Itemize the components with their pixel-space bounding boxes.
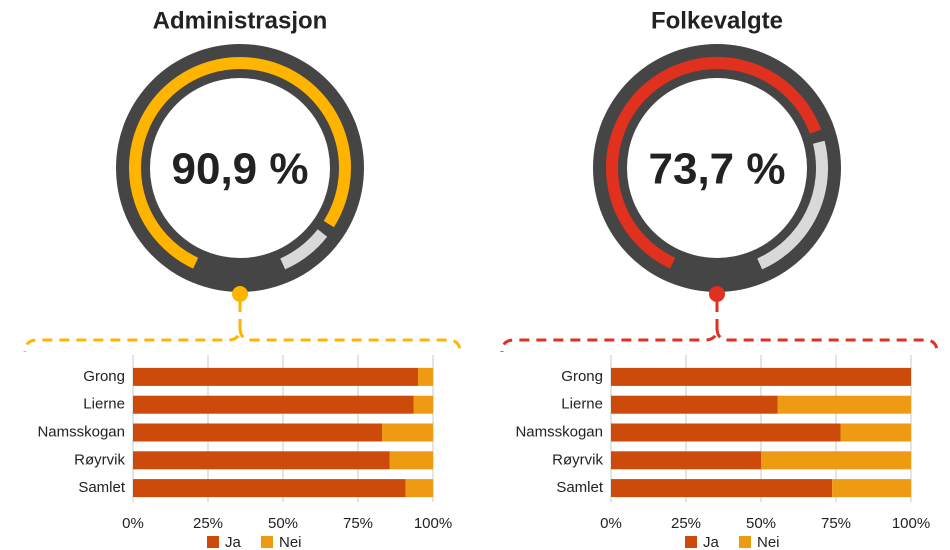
x-tick-label: 0% [600,515,622,532]
bar-segment [405,479,433,498]
bar-segment [133,395,414,414]
bar-segment [611,479,833,498]
bar-segment [133,423,382,442]
connector-dot [709,286,725,302]
bar-segment [761,451,911,470]
bar-segment [611,395,778,414]
legend-label: Nei [757,534,780,550]
bar-segment [133,479,406,498]
y-tick-label: Grong [561,368,603,385]
y-tick-label: Lierne [561,396,603,413]
gauge-face [150,78,330,258]
x-tick-label: 75% [343,515,373,532]
y-tick-label: Røyrvik [74,451,125,468]
gauge-title: Administrasjon [153,7,328,34]
gauge-remainder [757,140,828,270]
bracket [500,302,719,353]
bar-segment [611,423,841,442]
bracket [23,302,242,353]
bar-segment [418,367,433,386]
gauge-value: 90,9 % [172,145,309,194]
legend-swatch [261,536,273,548]
x-tick-label: 0% [122,515,144,532]
bar-segment [382,423,433,442]
x-tick-label: 50% [746,515,776,532]
x-tick-label: 25% [671,515,701,532]
x-tick-label: 100% [414,515,452,532]
bar-segment [611,367,911,386]
bar-segment [389,451,433,470]
bracket [238,327,462,353]
connector-dot [232,286,248,302]
bar-segment [133,451,390,470]
bar-segment [777,395,911,414]
gauge-value: 73,7 % [649,145,786,194]
gauge-remainder [280,229,328,270]
x-tick-label: 75% [821,515,851,532]
y-tick-label: Namsskogan [515,423,603,440]
legend-label: Ja [703,534,720,550]
gauge-arc [129,57,351,269]
bar-segment [133,367,418,386]
bar-segment [413,395,433,414]
gauge-title: Folkevalgte [651,7,783,34]
bar-segment [832,479,911,498]
x-tick-label: 50% [268,515,298,532]
y-tick-label: Samlet [556,479,604,496]
gauge-arc [606,57,822,269]
bar-segment [840,423,911,442]
x-tick-label: 25% [193,515,223,532]
bar-segment [611,451,761,470]
legend-swatch [685,536,697,548]
gauge-face [627,78,807,258]
legend-swatch [207,536,219,548]
legend-swatch [739,536,751,548]
x-tick-label: 100% [892,515,930,532]
y-tick-label: Namsskogan [37,423,125,440]
y-tick-label: Lierne [83,396,125,413]
legend-label: Ja [225,534,242,550]
y-tick-label: Grong [83,368,125,385]
y-tick-label: Røyrvik [552,451,603,468]
bracket [715,327,939,353]
legend-label: Nei [279,534,302,550]
y-tick-label: Samlet [78,479,126,496]
